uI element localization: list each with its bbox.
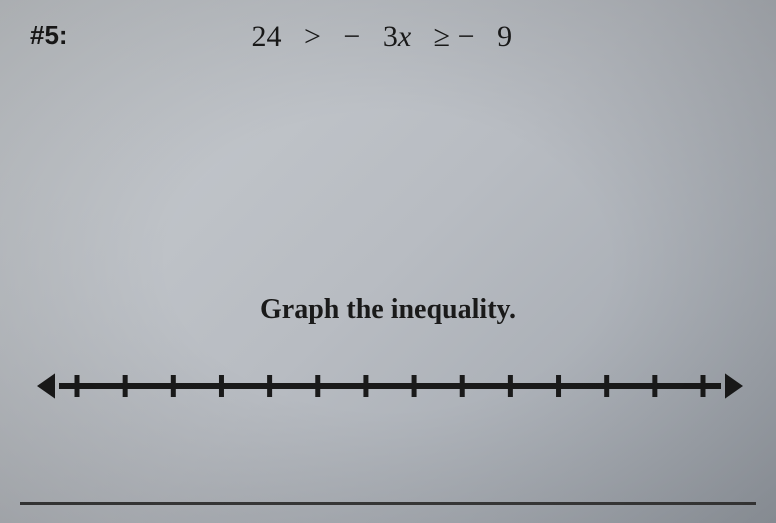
expr-neg1: − xyxy=(343,20,360,53)
number-line-container xyxy=(30,356,746,421)
inequality-expression: 24 > − 3x ≥ − 9 xyxy=(78,20,746,54)
expr-coef: 3 xyxy=(383,20,398,53)
problem-number: #5: xyxy=(30,20,68,51)
expr-neg2: − xyxy=(458,20,475,53)
expr-space xyxy=(482,20,490,53)
expr-space xyxy=(289,20,297,53)
header-row: #5: 24 > − 3x ≥ − 9 xyxy=(30,20,746,54)
expr-op2: ≥ xyxy=(434,20,450,53)
expr-var: x xyxy=(398,20,411,53)
bottom-border xyxy=(20,502,756,505)
number-line xyxy=(35,356,745,416)
worksheet-page: #5: 24 > − 3x ≥ − 9 Graph the inequality… xyxy=(0,0,776,523)
expr-op1: > xyxy=(304,20,321,53)
instruction-text: Graph the inequality. xyxy=(30,294,746,326)
expr-lhs: 24 xyxy=(252,20,282,53)
expr-space xyxy=(328,20,336,53)
expr-space xyxy=(419,20,427,53)
expr-rhs: 9 xyxy=(497,20,512,53)
expr-space xyxy=(368,20,376,53)
